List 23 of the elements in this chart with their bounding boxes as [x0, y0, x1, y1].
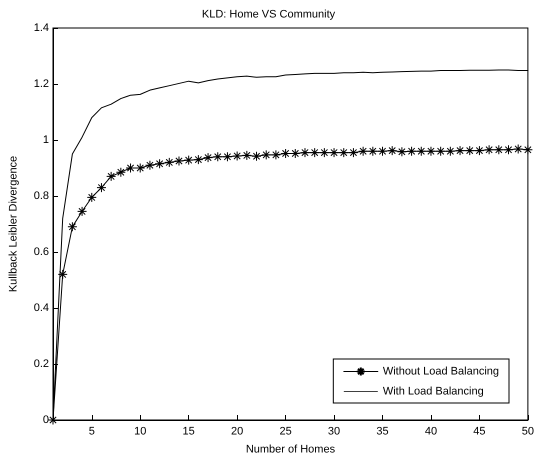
y-tick-label: 0.2 [34, 358, 49, 370]
x-tick-label: 40 [424, 426, 438, 438]
x-tick-label: 5 [88, 426, 95, 438]
x-tick-label: 15 [182, 426, 195, 438]
y-axis-title: Kullback Leibler Divergence [8, 156, 20, 292]
x-tick-label: 20 [231, 426, 244, 438]
x-tick-label: 10 [134, 426, 146, 438]
x-tick-label: 35 [376, 426, 389, 438]
legend-label: With Load Balancing [382, 386, 484, 398]
x-tick-label: 25 [279, 426, 292, 438]
y-tick-label: 1.2 [34, 78, 49, 90]
y-tick-label: 1.4 [34, 22, 49, 34]
x-tick-label: 30 [328, 426, 340, 438]
legend-label: Without Load Balancing [382, 366, 499, 378]
y-tick-label: 1 [42, 134, 49, 146]
x-axis-title: Number of Homes [246, 444, 336, 456]
x-tick-label: 50 [522, 426, 534, 438]
x-tick-label: 45 [473, 426, 486, 438]
y-tick-label: 0 [42, 414, 49, 426]
y-tick-label: 0.8 [34, 190, 49, 202]
y-tick-label: 0.6 [34, 246, 49, 258]
y-tick-label: 0.4 [34, 302, 49, 314]
chart-title: KLD: Home VS Community [202, 8, 336, 20]
